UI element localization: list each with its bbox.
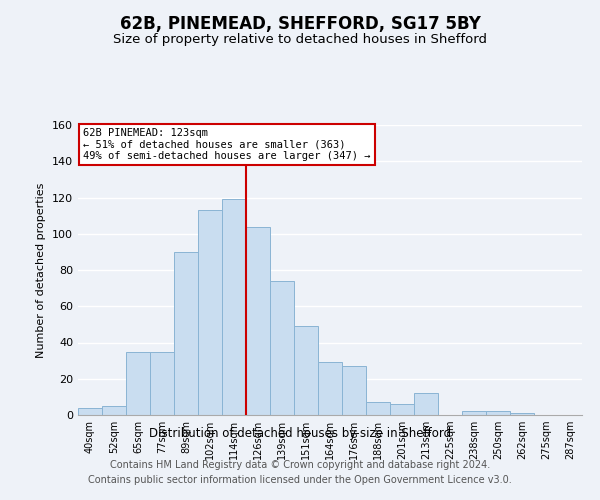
Text: 62B PINEMEAD: 123sqm
← 51% of detached houses are smaller (363)
49% of semi-deta: 62B PINEMEAD: 123sqm ← 51% of detached h… (83, 128, 371, 161)
Bar (174, 252, 198, 415)
Bar (222, 200, 246, 415)
Bar (126, 352, 150, 415)
Bar (366, 402, 390, 415)
Bar (294, 326, 318, 415)
Bar (318, 362, 342, 415)
Y-axis label: Number of detached properties: Number of detached properties (37, 182, 46, 358)
Bar (270, 281, 294, 415)
Bar (414, 393, 438, 415)
Bar (78, 408, 102, 415)
Text: Distribution of detached houses by size in Shefford: Distribution of detached houses by size … (149, 428, 451, 440)
Bar (246, 226, 270, 415)
Bar (510, 413, 534, 415)
Text: 62B, PINEMEAD, SHEFFORD, SG17 5BY: 62B, PINEMEAD, SHEFFORD, SG17 5BY (119, 15, 481, 33)
Bar (150, 352, 174, 415)
Bar (342, 366, 366, 415)
Text: Contains HM Land Registry data © Crown copyright and database right 2024.
Contai: Contains HM Land Registry data © Crown c… (88, 460, 512, 485)
Bar (198, 210, 222, 415)
Bar (390, 404, 414, 415)
Text: Size of property relative to detached houses in Shefford: Size of property relative to detached ho… (113, 32, 487, 46)
Bar (462, 412, 486, 415)
Bar (486, 412, 510, 415)
Bar (102, 406, 126, 415)
